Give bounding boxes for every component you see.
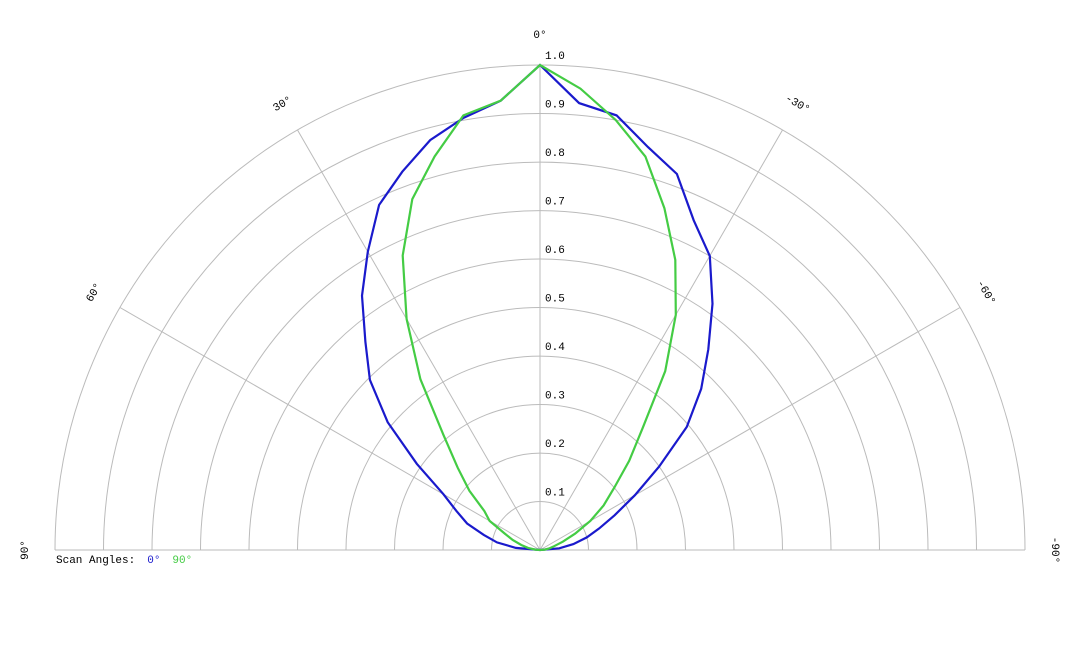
r-tick-label: 0.5 [545,293,565,305]
theta-tick-label: -60° [973,279,997,308]
theta-tick-label: 30° [271,95,294,115]
r-tick-label: 0.4 [545,342,565,354]
legend-entry: 0° [147,555,160,567]
r-tick-label: 0.1 [545,487,565,499]
r-tick-label: 0.6 [545,245,565,257]
r-tick-label: 0.9 [545,99,565,111]
grid-spoke [119,307,541,551]
grid-spoke [539,307,961,551]
grid-spoke [539,129,783,551]
theta-tick-label: -30° [783,93,812,117]
r-tick-label: 1.0 [545,51,565,63]
theta-tick-label: 60° [85,281,105,304]
r-tick-label: 0.3 [545,390,565,402]
legend-title: Scan Angles: [56,555,135,567]
theta-tick-label: -90° [1048,537,1060,563]
theta-tick-label: 90° [20,540,32,560]
r-tick-label: 0.2 [545,439,565,451]
r-tick-label: 0.8 [545,148,565,160]
theta-tick-label: 0° [533,30,546,42]
series-line [401,63,677,552]
legend-entry: 90° [172,555,192,567]
grid-spoke [297,129,541,551]
r-tick-label: 0.7 [545,196,565,208]
